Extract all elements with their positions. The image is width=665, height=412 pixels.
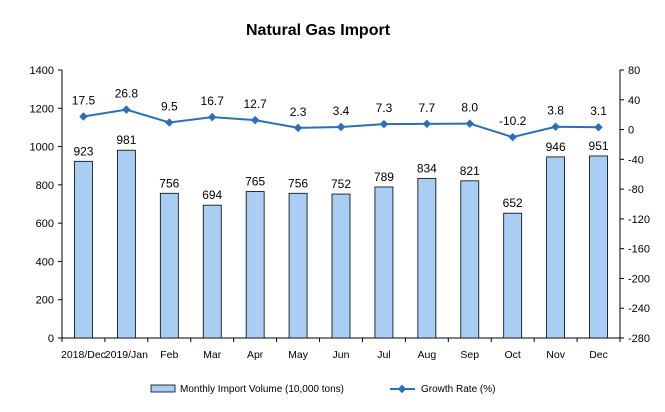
growth-rate-point: [379, 119, 389, 129]
right-axis-tick-label: -40: [628, 154, 644, 166]
growth-rate-point: [508, 132, 517, 142]
right-axis-tick-label: 0: [628, 125, 634, 137]
bar-data-label: 923: [73, 144, 93, 158]
growth-rate-point: [594, 123, 603, 132]
x-axis-tick-label: 2019/Jan: [105, 349, 148, 361]
bar: [116, 149, 136, 339]
left-axis-tick-label: 400: [36, 256, 54, 268]
growth-rate-data-label: 12.7: [243, 97, 267, 111]
growth-rate-point: [336, 122, 346, 132]
bar-data-label: 765: [245, 175, 265, 189]
growth-rate-point: [122, 105, 131, 114]
bar: [546, 156, 566, 339]
right-axis-tick-label: -160: [628, 244, 650, 256]
right-axis-tick-label: 80: [628, 65, 640, 77]
x-axis-tick-label: Dec: [589, 349, 608, 361]
bar-data-label: 756: [288, 176, 308, 190]
right-axis-tick-label: -200: [628, 273, 650, 285]
bar: [245, 191, 265, 339]
growth-rate-data-label: 7.7: [419, 101, 436, 115]
bar: [288, 192, 308, 339]
x-axis-tick-label: 2018/Dec: [61, 349, 106, 361]
growth-rate-point: [165, 118, 174, 127]
x-axis-tick-label: Jun: [333, 349, 350, 361]
chart-title: Natural Gas Import: [246, 22, 391, 39]
legend: Monthly Import Volume (10,000 tons) Grow…: [150, 384, 495, 395]
bar: [503, 212, 523, 339]
x-axis-tick-label: Apr: [247, 349, 264, 361]
legend-bar-swatch: [150, 384, 176, 393]
x-axis-tick-label: Sep: [460, 349, 479, 361]
bar: [589, 155, 608, 339]
bar: [202, 204, 222, 339]
bar-data-label: 694: [202, 188, 222, 202]
growth-rate-point: [422, 119, 432, 129]
bar: [74, 160, 93, 339]
bar-data-label: 981: [116, 133, 136, 147]
growth-rate-point: [207, 112, 217, 122]
bar: [417, 177, 437, 339]
bar-data-label: 752: [331, 177, 351, 191]
growth-rate-data-label: 2.3: [290, 105, 307, 119]
growth-rate-data-label: 7.3: [376, 101, 393, 115]
legend-line-label: Growth Rate (%): [421, 384, 495, 395]
left-axis-tick-label: 600: [36, 218, 54, 230]
bar-data-label: 946: [546, 140, 566, 154]
growth-rate-data-label: 16.7: [201, 94, 225, 108]
x-axis-tick-label: Mar: [203, 349, 222, 361]
bar-data-label: 821: [460, 164, 480, 178]
x-axis-tick-label: Jul: [377, 349, 390, 361]
right-axis-tick-label: -280: [628, 333, 650, 345]
x-axis-tick-label: Oct: [505, 349, 521, 361]
x-axis-tick-label: Nov: [546, 349, 565, 361]
growth-rate-data-label: 3.1: [590, 104, 607, 118]
x-axis-tick-label: Aug: [418, 349, 437, 361]
growth-rate-data-label: 17.5: [72, 94, 96, 108]
bar: [331, 193, 351, 339]
left-axis-tick-label: 0: [48, 333, 54, 345]
bar: [159, 192, 179, 339]
bar: [374, 186, 394, 339]
x-axis-tick-label: Feb: [160, 349, 178, 361]
bar-data-label: 834: [417, 161, 437, 175]
bar-data-label: 756: [159, 176, 179, 190]
legend-bar-label: Monthly Import Volume (10,000 tons): [180, 384, 344, 395]
left-axis-tick-label: 800: [36, 180, 54, 192]
right-axis-tick-label: 40: [628, 95, 640, 107]
bar: [460, 180, 480, 339]
bar-data-label: 652: [503, 196, 523, 210]
bar-data-label: 789: [374, 170, 394, 184]
left-axis-tick-label: 1400: [30, 65, 54, 77]
growth-rate-point: [293, 123, 303, 133]
right-axis-tick-label: -80: [628, 184, 644, 196]
growth-rate-point: [551, 122, 560, 131]
growth-rate-data-label: 8.0: [461, 101, 478, 115]
growth-rate-point: [250, 115, 260, 125]
left-axis-tick-label: 1000: [30, 142, 54, 154]
growth-rate-data-label: 9.5: [161, 99, 178, 113]
growth-rate-data-label: -10.2: [499, 114, 527, 128]
growth-rate-data-label: 3.8: [547, 104, 564, 118]
plot-area: 0200400600800100012001400-280-240-200-16…: [30, 65, 651, 361]
right-axis-tick-label: -240: [628, 303, 650, 315]
growth-rate-data-label: 26.8: [115, 87, 139, 101]
growth-rate-data-label: 3.4: [333, 104, 350, 118]
growth-rate-point: [79, 112, 88, 121]
right-axis-tick-label: -120: [628, 214, 650, 226]
x-axis-tick-label: May: [288, 349, 309, 361]
left-axis-tick-label: 1200: [30, 103, 54, 115]
left-axis-tick-label: 200: [36, 295, 54, 307]
growth-rate-point: [465, 119, 475, 128]
bar-data-label: 951: [589, 139, 609, 153]
legend-line-marker: [397, 384, 407, 394]
